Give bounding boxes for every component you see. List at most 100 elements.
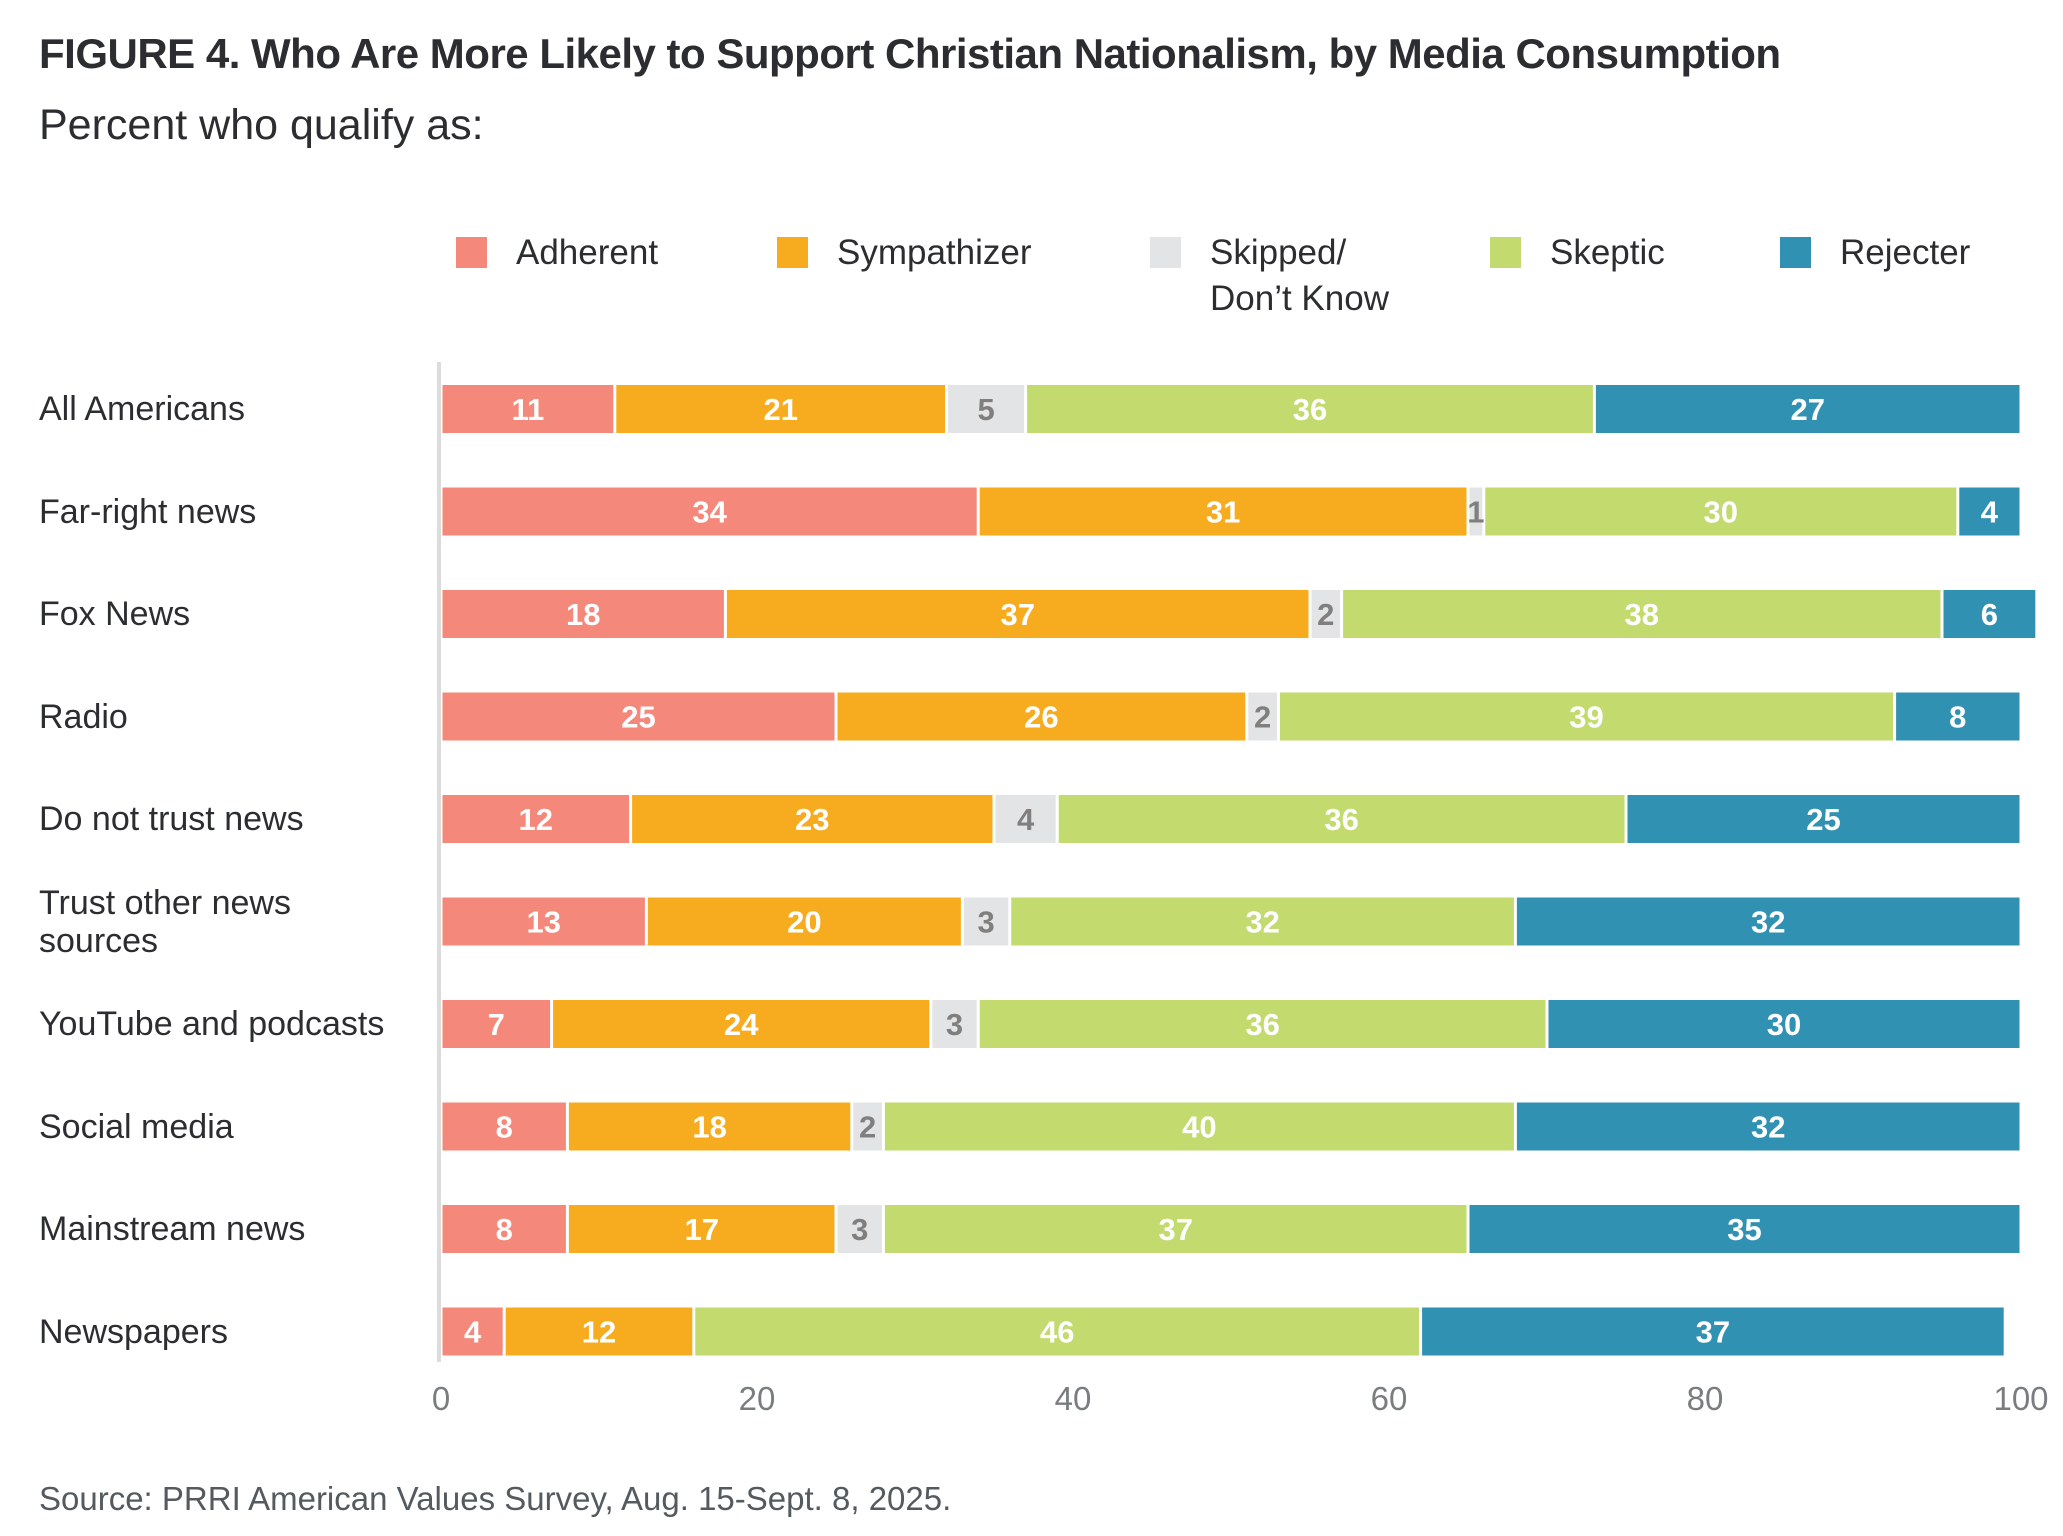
bar-segment-skeptic [1485, 487, 1957, 536]
data-label-skipped-don-t-know: 5 [977, 392, 994, 427]
bar-segment-sympathizer [616, 385, 946, 433]
data-label-adherent: 13 [526, 905, 560, 940]
data-label-rejecter: 27 [1790, 392, 1824, 427]
data-label-skipped-don-t-know: 3 [851, 1212, 868, 1247]
bar-segment-sympathizer [505, 1307, 693, 1356]
bar-segment-skeptic [979, 1000, 1546, 1048]
data-label-skipped-don-t-know: 4 [1017, 802, 1035, 837]
data-label-rejecter: 4 [1981, 495, 1999, 530]
x-tick-label: 0 [432, 1380, 450, 1417]
bar-segment-adherent [442, 795, 630, 843]
data-label-sympathizer: 37 [1000, 597, 1034, 632]
bar-segment-adherent [442, 1000, 551, 1048]
legend-swatch-adherent [456, 237, 487, 268]
bar-row-youtube-and-podcasts: 7 24 3 36 30 [442, 1000, 2020, 1048]
bar-segment-skipped-don-t-know [995, 795, 1056, 843]
legend-label-skeptic: Skeptic [1550, 233, 1665, 272]
bar-row-fox-news: 18 37 2 38 6 [442, 590, 2036, 638]
category-label-line: sources [39, 921, 159, 960]
data-label-rejecter: 35 [1727, 1212, 1761, 1247]
bar-row-newspapers: 4 12 46 37 [442, 1307, 2004, 1356]
bar-segment-skeptic [695, 1307, 1420, 1356]
category-label-line: YouTube and podcasts [39, 1005, 385, 1043]
legend-swatch-sympathizer [777, 237, 808, 268]
bar-segment-skipped-don-t-know [853, 1102, 882, 1151]
data-label-adherent: 7 [488, 1007, 505, 1042]
data-label-skeptic: 38 [1625, 597, 1659, 632]
bar-segment-sympathizer [553, 1000, 930, 1048]
bar-segment-skipped-don-t-know [837, 1205, 882, 1253]
data-label-rejecter: 30 [1767, 1007, 1801, 1042]
bar-segment-rejecter [1548, 1000, 2020, 1048]
bar-segment-skipped-don-t-know [1311, 590, 1341, 638]
bar-segment-skeptic [1343, 590, 1941, 638]
x-tick-label: 80 [1687, 1380, 1724, 1417]
bar-segment-adherent [442, 487, 977, 536]
category-label-mainstream-news: Mainstream news [39, 1210, 305, 1248]
bar-segment-sympathizer [568, 1205, 835, 1253]
bar-segment-skeptic [884, 1205, 1467, 1253]
category-label-do-not-trust-news: Do not trust news [39, 800, 304, 838]
category-label-line: Do not trust news [39, 800, 304, 838]
bar-segment-skeptic [1011, 897, 1514, 946]
x-tick-label: 20 [739, 1380, 776, 1417]
legend-label-rejecter: Rejecter [1840, 233, 1971, 272]
data-label-rejecter: 6 [1981, 597, 1998, 632]
category-label-far-right-news: Far-right news [39, 493, 256, 531]
bar-segment-rejecter [1595, 385, 2020, 433]
category-label-line: Fox News [39, 595, 191, 633]
bar-segment-sympathizer [979, 487, 1467, 536]
data-label-adherent: 8 [496, 1110, 513, 1145]
data-label-sympathizer: 20 [787, 905, 821, 940]
category-label-line: Newspapers [39, 1312, 228, 1351]
category-label-line: Mainstream news [39, 1210, 306, 1248]
legend-label-skipped-line1: Skipped/ [1210, 233, 1347, 272]
bar-segment-rejecter [1896, 692, 2020, 741]
bar-row-all-americans: 11 21 5 36 27 [442, 385, 2020, 433]
bar-segment-skipped-don-t-know [932, 1000, 977, 1048]
bar-segment-skipped-don-t-know [963, 897, 1009, 946]
bar-segment-skipped-don-t-know [1248, 692, 1277, 741]
legend-label-sympathizer: Sympathizer [837, 233, 1032, 272]
bar-row-far-right-news: 34 31 1 30 4 [442, 487, 2020, 536]
bar-segment-rejecter [1516, 897, 2020, 946]
bar-segment-sympathizer [647, 897, 961, 946]
data-label-sympathizer: 24 [724, 1007, 759, 1042]
bar-segment-sympathizer [726, 590, 1309, 638]
bar-segment-adherent [442, 1102, 566, 1151]
legend-swatch-rejecter [1780, 237, 1811, 268]
data-label-skeptic: 40 [1182, 1110, 1216, 1145]
bar-segment-sympathizer [568, 1102, 851, 1151]
bar-segment-adherent [442, 1307, 503, 1356]
bar-segment-skeptic [1279, 692, 1894, 741]
data-label-adherent: 25 [621, 700, 655, 735]
data-label-sympathizer: 18 [692, 1110, 726, 1145]
category-label-all-americans: All Americans [39, 390, 245, 428]
bar-row-mainstream-news: 8 17 3 37 35 [442, 1205, 2020, 1253]
category-label-trust-other-news-sources: Trust other news sources [39, 884, 291, 960]
data-label-adherent: 11 [512, 392, 545, 427]
source-note: Source: PRRI American Values Survey, Aug… [39, 1480, 952, 1517]
bar-segment-skeptic [1027, 385, 1593, 433]
bar-segment-adherent [442, 1205, 566, 1253]
data-label-skipped-don-t-know: 2 [859, 1110, 876, 1145]
data-label-adherent: 8 [496, 1212, 513, 1247]
data-label-adherent: 18 [566, 597, 600, 632]
category-label-line: Trust other news [39, 883, 291, 922]
data-label-adherent: 34 [692, 495, 727, 530]
data-label-skeptic: 37 [1158, 1212, 1192, 1247]
bar-segment-skipped-don-t-know [1469, 487, 1483, 536]
bar-row-trust-other-news-sources: 13 20 3 32 32 [442, 897, 2020, 946]
category-label-fox-news: Fox News [39, 595, 190, 633]
data-label-rejecter: 8 [1949, 700, 1966, 735]
x-tick-label: 60 [1371, 1380, 1408, 1417]
bar-segment-adherent [442, 385, 614, 433]
legend-label-skipped: Skipped/ Don’t Know [1210, 230, 1389, 322]
data-label-skeptic: 30 [1704, 495, 1738, 530]
chart-subtitle: Percent who qualify as: [39, 101, 484, 149]
bar-segment-rejecter [1959, 487, 2020, 536]
data-label-sympathizer: 21 [763, 392, 797, 427]
bar-segment-sympathizer [632, 795, 993, 843]
category-label-social-media: Social media [39, 1108, 234, 1146]
